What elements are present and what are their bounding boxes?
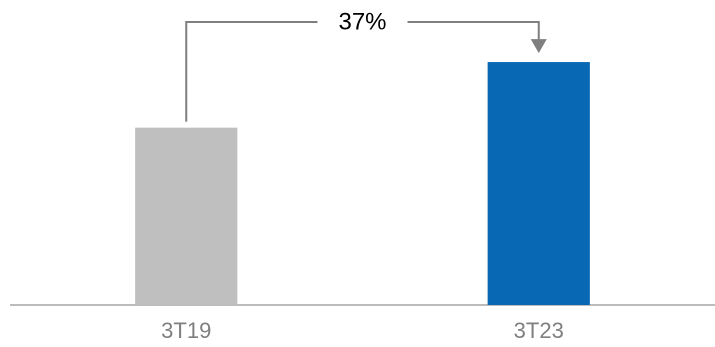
connector [185, 21, 318, 122]
connector [407, 21, 540, 41]
annotation: 37% [338, 8, 386, 35]
bar [135, 127, 238, 306]
arrow-head [530, 39, 547, 54]
x-tick-label: 3T23 [514, 318, 564, 343]
bar [487, 62, 590, 306]
x-tick-label: 3T19 [161, 318, 211, 343]
